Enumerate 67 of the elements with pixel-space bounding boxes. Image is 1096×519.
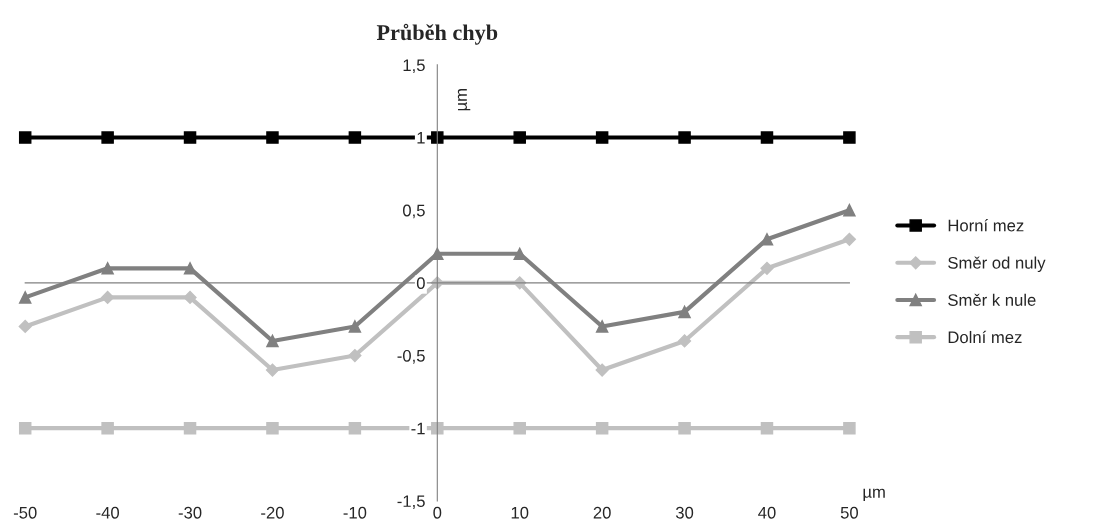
y-axis-title: µm <box>457 89 471 111</box>
point <box>843 203 856 217</box>
x-tick-label: -10 <box>343 506 367 519</box>
point <box>431 247 444 261</box>
point <box>595 421 609 435</box>
point <box>760 131 774 144</box>
point <box>101 290 115 304</box>
point <box>266 334 279 348</box>
point <box>678 305 691 319</box>
point <box>266 421 279 435</box>
point <box>760 421 774 435</box>
legend-label: Dolní mez <box>948 330 1022 344</box>
point <box>842 232 856 246</box>
point <box>18 291 32 304</box>
y-tick-label: 1,5 <box>403 59 425 74</box>
point <box>678 131 691 144</box>
x-tick-label: 40 <box>758 506 776 519</box>
legend-label: Horní mez <box>948 219 1024 232</box>
point <box>677 334 692 348</box>
point <box>513 131 526 144</box>
point <box>101 421 114 435</box>
point <box>513 421 526 435</box>
point <box>18 421 32 435</box>
point <box>183 290 197 304</box>
point <box>843 421 856 435</box>
x-tick-label: 20 <box>593 506 611 519</box>
point <box>843 131 856 144</box>
chart-title: Průběh chyb <box>376 23 498 45</box>
y-tick-label: -0,5 <box>397 349 425 364</box>
point <box>760 261 774 275</box>
x-tick-label: 50 <box>840 506 859 519</box>
point <box>431 421 444 435</box>
point <box>101 262 114 275</box>
y-tick-label: 0,5 <box>402 204 425 219</box>
point <box>348 348 362 363</box>
point <box>18 319 32 334</box>
y-tick-label: -1 <box>411 422 425 435</box>
legend-label: Směr od nuly <box>948 256 1046 273</box>
x-tick-label: -40 <box>96 506 120 519</box>
x-tick-label: -50 <box>13 506 37 519</box>
x-tick-label: 30 <box>675 506 694 519</box>
point <box>595 131 609 144</box>
y-tick-label: 0 <box>416 277 425 290</box>
x-tick-label: 10 <box>511 506 529 519</box>
point <box>678 421 691 435</box>
point <box>595 363 609 377</box>
point <box>183 131 197 144</box>
legend-label: Směr k nule <box>948 293 1036 306</box>
point <box>183 421 197 435</box>
point <box>348 421 362 435</box>
point <box>101 131 114 144</box>
point <box>183 262 197 275</box>
point <box>18 131 32 144</box>
point <box>595 320 609 333</box>
point <box>348 131 362 144</box>
point <box>760 233 774 246</box>
x-tick-label: -20 <box>261 506 284 519</box>
x-axis-title: µm <box>863 488 885 502</box>
x-tick-label: 0 <box>433 506 442 519</box>
x-tick-label: -30 <box>178 506 202 519</box>
point <box>265 363 280 377</box>
point <box>348 320 362 333</box>
y-tick-label: 1 <box>417 132 425 144</box>
point <box>513 247 526 261</box>
point <box>266 131 279 144</box>
y-tick-label: -1,5 <box>397 495 425 510</box>
point <box>431 131 444 144</box>
